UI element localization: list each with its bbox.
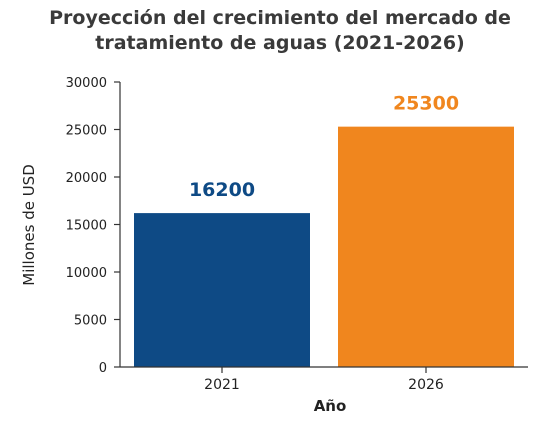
- y-tick-label: 25000: [66, 124, 107, 139]
- x-tick-label-2021: 2021: [204, 377, 240, 393]
- y-tick-label: 30000: [66, 76, 107, 91]
- bar-2021: [134, 213, 310, 367]
- bar-value-label-2021: 16200: [189, 179, 255, 201]
- chart-title-line-2: tratamiento de aguas (2021-2026): [95, 32, 465, 54]
- bars: 16200 25300: [134, 93, 514, 368]
- y-axis-label: Millones de USD: [20, 164, 38, 286]
- y-tick-label: 0: [99, 361, 107, 376]
- x-axis-label: Año: [314, 397, 347, 415]
- y-tick-label: 10000: [66, 266, 107, 281]
- bar-2026: [338, 126, 514, 368]
- y-tick-label: 20000: [66, 171, 107, 186]
- x-tick-label-2026: 2026: [408, 377, 444, 393]
- bar-value-label-2026: 25300: [393, 93, 459, 115]
- y-tick-label: 15000: [66, 219, 107, 234]
- chart-title-line-1: Proyección del crecimiento del mercado d…: [49, 7, 511, 29]
- y-axis: 0 5000 10000 15000 20000 25000 30000: [66, 76, 121, 376]
- chart-title: Proyección del crecimiento del mercado d…: [0, 6, 560, 56]
- x-axis: 2021 2026: [120, 366, 528, 393]
- y-tick-label: 5000: [74, 314, 107, 329]
